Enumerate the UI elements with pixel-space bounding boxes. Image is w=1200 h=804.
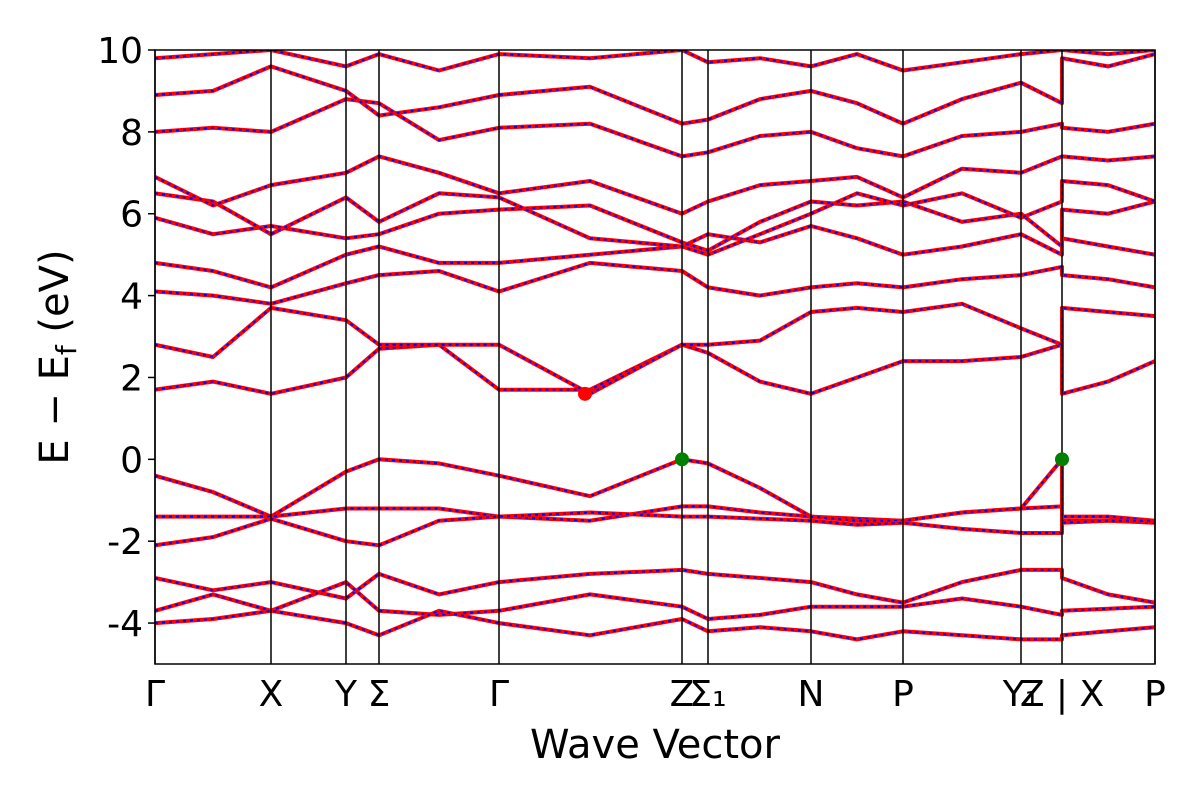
band-dashed xyxy=(155,302,1155,395)
band-dashed xyxy=(155,609,1155,641)
band xyxy=(155,50,1155,73)
y-tick-label: 0 xyxy=(120,440,143,481)
band-dashed xyxy=(155,580,1155,621)
y-tick-label: 8 xyxy=(120,113,143,154)
x-tick-label: Σ xyxy=(368,674,391,715)
band-dashed xyxy=(155,261,1155,305)
band xyxy=(155,52,1155,126)
extremum-point xyxy=(1055,452,1069,467)
band-dashed xyxy=(155,456,1155,522)
x-tick-label: Σ₁ xyxy=(689,674,726,715)
x-tick-label: Y xyxy=(334,674,358,715)
x-tick-label: Γ xyxy=(489,674,509,715)
y-tick-label: 10 xyxy=(97,31,143,72)
band-dashed xyxy=(155,505,1155,524)
y-label-main: E − E xyxy=(32,355,78,465)
x-tick-label: P xyxy=(892,674,914,715)
band-dashed xyxy=(155,568,1155,604)
x-tick-label: X xyxy=(259,674,284,715)
y-label-tail: (eV) xyxy=(32,249,78,345)
y-tick-label: -2 xyxy=(107,522,143,563)
band-dashed xyxy=(155,511,1155,547)
y-tick-label: -4 xyxy=(107,604,143,645)
plot-area xyxy=(155,50,1155,642)
band-dashed xyxy=(155,179,1155,256)
band xyxy=(155,608,1155,642)
x-tick-label: Z xyxy=(670,674,695,715)
x-axis-label: Wave Vector xyxy=(530,722,781,768)
band xyxy=(155,342,1155,396)
band-dashed xyxy=(155,98,1155,158)
x-tick-label: Γ xyxy=(145,674,165,715)
y-tick-label: 6 xyxy=(120,195,143,236)
x-tick-label: Z | X xyxy=(1020,674,1104,715)
extremum-point xyxy=(578,386,592,401)
band xyxy=(155,301,1155,396)
y-label-sub: f xyxy=(50,344,83,355)
x-tick-label: P xyxy=(1144,674,1166,715)
band-dashed xyxy=(155,155,1155,215)
x-tick-label: Y₁ xyxy=(1002,674,1039,715)
band xyxy=(155,199,1155,253)
band xyxy=(155,97,1155,159)
y-tick-label: 4 xyxy=(120,277,143,318)
extremum-point xyxy=(675,452,689,467)
x-tick-label: N xyxy=(798,674,825,715)
y-axis-label: E − Ef (eV) xyxy=(32,249,83,464)
band-dashed xyxy=(155,343,1155,396)
y-tick-label: 2 xyxy=(120,358,143,399)
